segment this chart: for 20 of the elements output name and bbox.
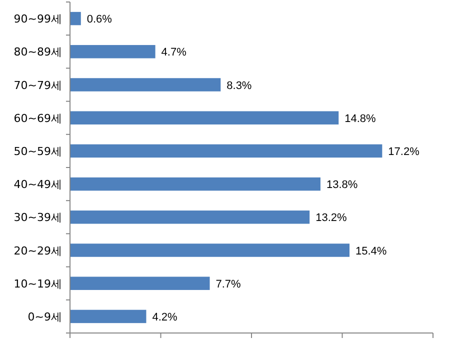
data-label: 14.8% — [344, 112, 376, 125]
data-label: 8.3% — [226, 80, 252, 92]
y-tick-label: 0~9세 — [28, 310, 62, 324]
y-tick-label: 20~29세 — [14, 244, 62, 258]
y-tick-label: 70~79세 — [14, 78, 62, 92]
y-tick-label: 50~59세 — [14, 144, 62, 158]
y-tick-label: 10~19세 — [14, 277, 62, 290]
data-label: 4.7% — [161, 46, 187, 59]
data-label: 13.2% — [316, 212, 347, 224]
data-label: 7.7% — [216, 278, 242, 290]
data-label: 17.2% — [388, 146, 420, 158]
y-tick-label: 90~99세 — [14, 12, 62, 26]
data-label: 15.4% — [356, 245, 387, 258]
y-tick-label: 30~39세 — [14, 211, 62, 224]
y-tick-label: 80~89세 — [14, 46, 62, 59]
data-label: 13.8% — [326, 179, 358, 192]
data-label: 4.2% — [152, 311, 178, 324]
y-tick-label: 60~69세 — [14, 112, 62, 125]
y-tick-label: 40~49세 — [14, 178, 62, 192]
data-label: 0.6% — [86, 14, 112, 26]
